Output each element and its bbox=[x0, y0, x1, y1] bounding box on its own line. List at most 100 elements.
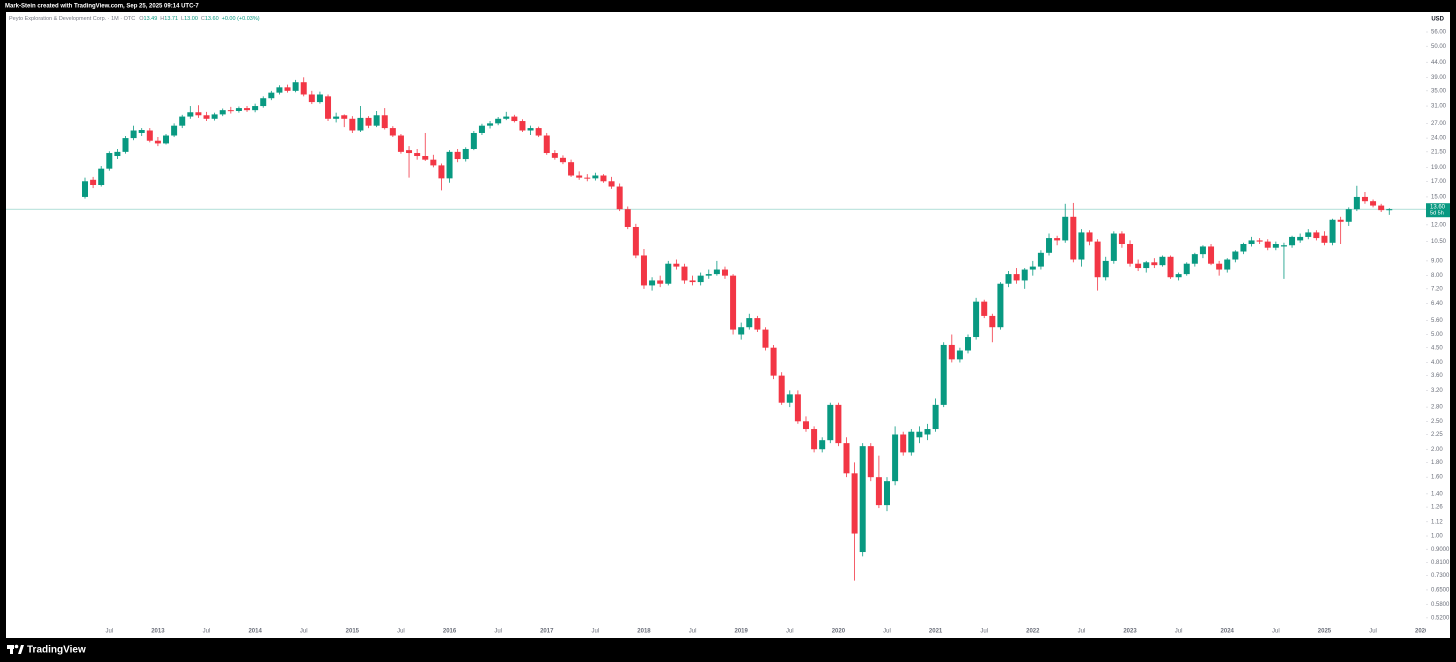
candle-body bbox=[713, 269, 720, 275]
candle-body bbox=[462, 148, 469, 160]
candle-body bbox=[940, 344, 947, 405]
candle-body bbox=[778, 375, 785, 403]
candle-body bbox=[406, 150, 413, 154]
x-tick-label: Jul bbox=[397, 629, 405, 635]
y-tick-label: 2.25 bbox=[1431, 432, 1443, 438]
candle-body bbox=[422, 156, 429, 160]
candle-body bbox=[1183, 263, 1190, 275]
candle-body bbox=[568, 162, 575, 176]
candle-body bbox=[786, 394, 793, 403]
candle-body bbox=[616, 186, 623, 210]
y-tick-label: 2.50 bbox=[1431, 419, 1443, 425]
candle-body bbox=[495, 118, 502, 124]
candle-body bbox=[1062, 216, 1069, 241]
countdown: 5d 5h bbox=[1430, 211, 1444, 217]
candle-body bbox=[138, 130, 145, 133]
candle-body bbox=[592, 175, 599, 179]
candle-body bbox=[154, 140, 161, 144]
y-tick-label: 56.00 bbox=[1431, 30, 1447, 36]
candle-body bbox=[997, 283, 1004, 328]
candle-body bbox=[187, 112, 194, 117]
candle-body bbox=[179, 116, 186, 126]
candle-body bbox=[292, 82, 299, 91]
candle-body bbox=[1046, 238, 1053, 253]
candle-body bbox=[195, 112, 202, 116]
candle-body bbox=[171, 125, 178, 136]
x-tick-label: Jul bbox=[1078, 629, 1086, 635]
price-axis-labels: 56.00 50.00 44.00 39.00 35.00 31.00 27.00 24.00… bbox=[1426, 30, 1450, 621]
candle-body bbox=[1280, 245, 1287, 247]
candle-body bbox=[908, 431, 915, 453]
candle-body bbox=[454, 151, 461, 160]
top-bar-text: Mark-Stein created with TradingView.com,… bbox=[5, 4, 199, 10]
candle-body bbox=[932, 404, 939, 430]
candle-body bbox=[875, 477, 882, 506]
candle-body bbox=[1070, 216, 1077, 260]
y-tick-label: 19.00 bbox=[1431, 165, 1447, 171]
candle-body bbox=[527, 128, 534, 131]
candle-body bbox=[1199, 246, 1206, 255]
candle-body bbox=[851, 473, 858, 534]
candle-body bbox=[794, 394, 801, 422]
y-tick-label: 21.50 bbox=[1431, 149, 1447, 155]
candle-body bbox=[535, 128, 542, 136]
candle-body bbox=[397, 135, 404, 152]
last-price-label: 13.60 bbox=[1430, 205, 1446, 211]
candle-body bbox=[82, 181, 88, 197]
y-tick-label: 0.8100 bbox=[1431, 560, 1450, 566]
candle-body bbox=[1386, 209, 1393, 211]
candle-body bbox=[1353, 196, 1360, 210]
candle-body bbox=[511, 116, 518, 122]
x-tick-label: Jul bbox=[1369, 629, 1377, 635]
x-tick-label: Jul bbox=[980, 629, 988, 635]
footer-brand: TradingView bbox=[27, 645, 86, 656]
y-tick-label: 50.00 bbox=[1431, 44, 1447, 50]
candle-body bbox=[1094, 241, 1101, 278]
candle-body bbox=[381, 115, 388, 129]
y-tick-label: 5.60 bbox=[1431, 318, 1443, 324]
candle-body bbox=[284, 87, 291, 91]
x-tick-label: Jul bbox=[883, 629, 891, 635]
x-tick-label: 2021 bbox=[929, 629, 943, 635]
price-axis bbox=[1426, 12, 1450, 638]
y-tick-label: 1.60 bbox=[1431, 475, 1443, 481]
y-tick-label: 31.00 bbox=[1431, 104, 1447, 110]
candle-body bbox=[1256, 240, 1263, 242]
y-tick-label: 9.00 bbox=[1431, 258, 1443, 264]
chart-panel bbox=[6, 12, 1450, 638]
candle-body bbox=[1305, 232, 1312, 237]
candle-body bbox=[754, 318, 761, 330]
candle-body bbox=[1118, 233, 1125, 245]
candle-body bbox=[106, 153, 113, 169]
candle-body bbox=[1337, 219, 1344, 222]
y-tick-label: 1.40 bbox=[1431, 491, 1443, 497]
ohlc-value: 13.71 bbox=[164, 16, 178, 22]
y-tick-label: 4.50 bbox=[1431, 345, 1443, 351]
symbol: Peyto Exploration & Development Corp. · … bbox=[9, 16, 135, 22]
candle-body bbox=[632, 226, 639, 256]
y-tick-label: 1.26 bbox=[1431, 505, 1443, 511]
candle-body bbox=[1345, 209, 1352, 222]
x-tick-label: 2018 bbox=[637, 629, 651, 635]
candle-body bbox=[1021, 269, 1028, 281]
candle-body bbox=[1175, 274, 1182, 278]
candle-body bbox=[90, 179, 97, 186]
candle-body bbox=[738, 327, 745, 335]
candle-body bbox=[689, 280, 696, 283]
y-tick-label: 3.20 bbox=[1431, 388, 1443, 394]
y-tick-label: 17.00 bbox=[1431, 179, 1447, 185]
ohlc-value: 13.60 bbox=[205, 16, 219, 22]
change: +0.00 (+0.03%) bbox=[222, 16, 260, 22]
candle-body bbox=[900, 434, 907, 453]
ohlc-value: 13.49 bbox=[144, 16, 158, 22]
candle-body bbox=[1232, 251, 1239, 260]
candle-body bbox=[1361, 196, 1368, 202]
candle-body bbox=[1143, 262, 1150, 269]
tradingview-logo bbox=[7, 644, 24, 654]
candle-body bbox=[883, 481, 890, 506]
candle-body bbox=[811, 429, 818, 450]
candle-body bbox=[325, 96, 332, 119]
y-tick-label: 39.00 bbox=[1431, 75, 1447, 81]
candle-body bbox=[649, 280, 656, 286]
candle-body bbox=[697, 275, 704, 283]
